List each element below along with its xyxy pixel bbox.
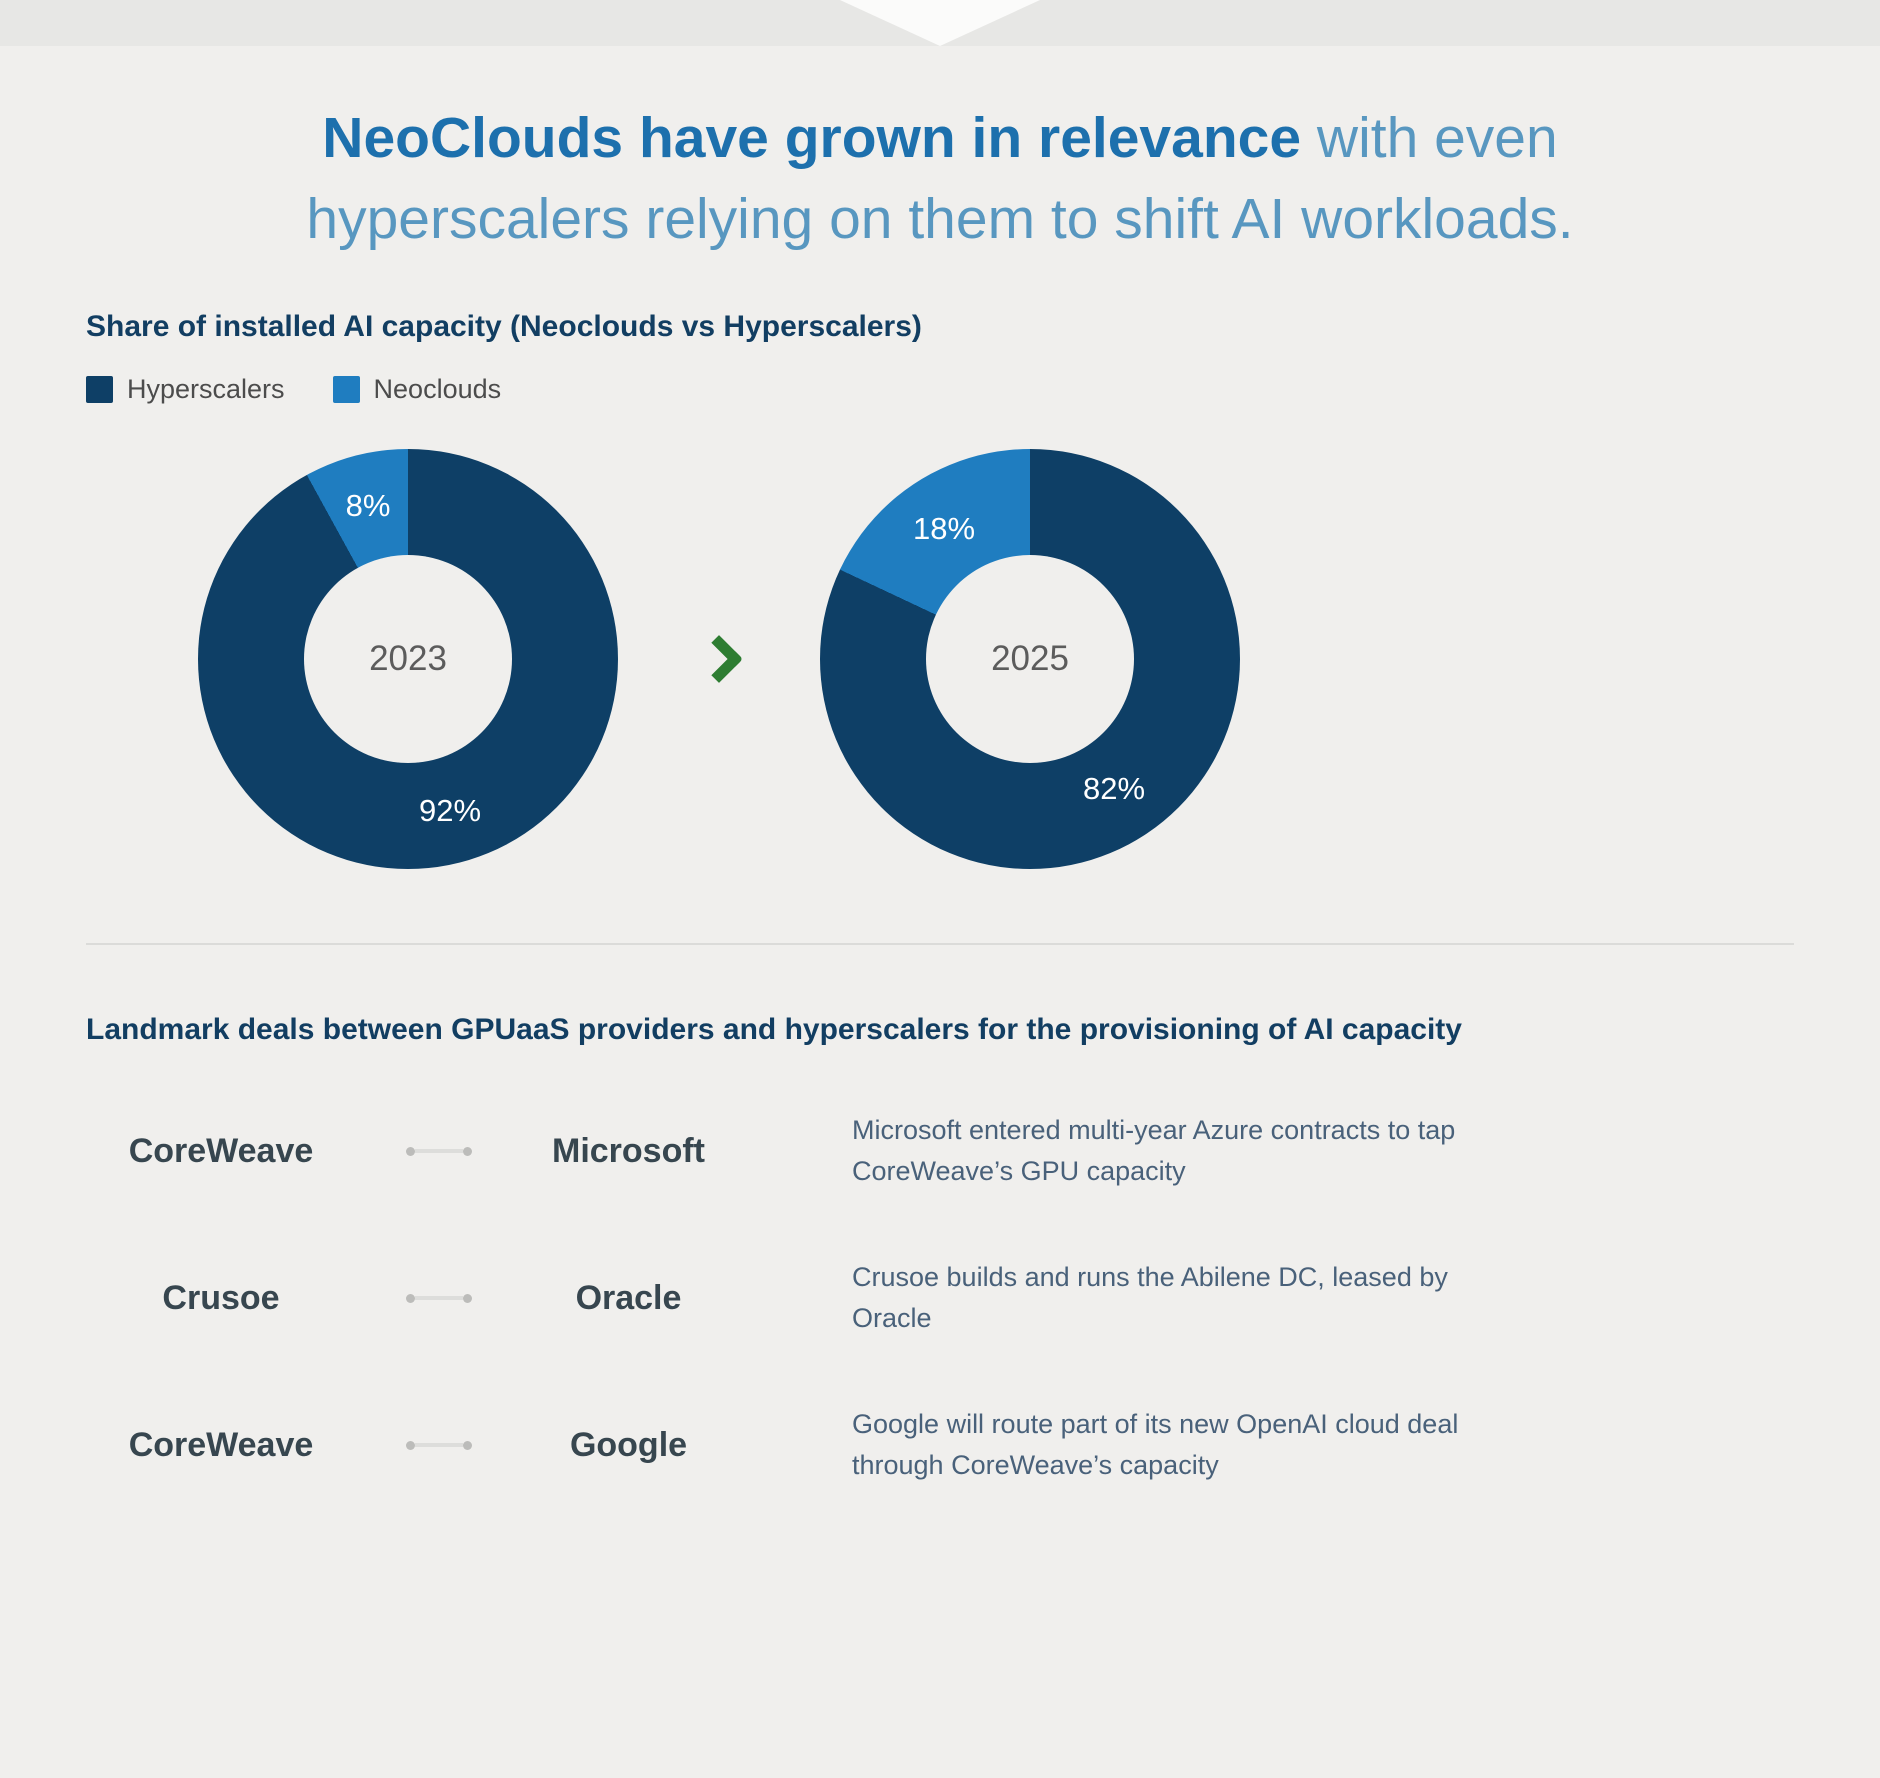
segment-label-hyperscalers-2025: 82% [1082,770,1146,806]
connector-dot-icon [405,1146,415,1156]
hyperscaler-name: Google [569,1425,688,1464]
top-notch-chevron [840,0,1040,46]
hyperscaler-name: Oracle [575,1278,682,1317]
provider-name: CoreWeave [128,1131,314,1170]
chevron-right-icon [694,634,744,683]
chart-section-heading: Share of installed AI capacity (Neocloud… [86,309,922,343]
donut-charts-row: 8% 92% 2023 18% 82% 2025 [86,448,1794,869]
main-content: Share of installed AI capacity (Neocloud… [0,310,1880,1498]
connector-dot-icon [462,1440,472,1450]
deal-connector [356,1146,521,1156]
deal-row-coreweave-google: CoreWeave Google Google will route part … [86,1393,1794,1498]
page-title-emphasis: NeoClouds have grown in relevance [322,106,1302,170]
deals-list: CoreWeave Microsoft Microsoft entered mu… [86,1099,1794,1498]
connector-line [414,1149,463,1154]
donut-hole-2023: 2023 [304,554,512,763]
connector-line [414,1296,463,1301]
legend-item-neoclouds: Neoclouds [332,373,502,405]
legend-swatch-neoclouds [332,375,360,403]
connector-dot-icon [462,1293,472,1303]
deal-description: Microsoft entered multi-year Azure contr… [852,1114,1456,1187]
deal-description: Google will route part of its new OpenAI… [852,1408,1459,1481]
hyperscaler-name: Microsoft [552,1131,705,1170]
donut-center-year-2023: 2023 [369,638,447,678]
connector-dot-icon [462,1146,472,1156]
segment-label-neoclouds-2025: 18% [912,510,976,546]
segment-label-neoclouds-2023: 8% [345,487,391,523]
provider-name: CoreWeave [128,1425,314,1464]
connector-line [414,1443,463,1448]
connector-dot-icon [405,1293,415,1303]
donut-chart-2023: 8% 92% 2023 [198,448,618,869]
page-title-rest: with even hyperscalers relying on them t… [306,106,1574,251]
donut-hole-2025: 2025 [926,554,1134,763]
page-title: NeoClouds have grown in relevance with e… [160,98,1720,260]
legend-label-hyperscalers: Hyperscalers [127,373,285,404]
chart-legend: Hyperscalers Neoclouds [86,374,1794,405]
deal-row-coreweave-microsoft: CoreWeave Microsoft Microsoft entered mu… [86,1099,1794,1204]
section-divider [86,942,1794,945]
deal-row-crusoe-oracle: Crusoe Oracle Crusoe builds and runs the… [86,1246,1794,1351]
deals-section-heading: Landmark deals between GPUaaS providers … [86,1012,1462,1046]
connector-dot-icon [405,1440,415,1450]
legend-swatch-hyperscalers [86,375,113,403]
deal-description: Crusoe builds and runs the Abilene DC, l… [852,1261,1448,1334]
deal-connector [356,1440,521,1450]
segment-label-hyperscalers-2023: 92% [418,792,482,828]
provider-name: Crusoe [162,1278,280,1317]
legend-label-neoclouds: Neoclouds [373,373,502,404]
legend-item-hyperscalers: Hyperscalers [86,374,285,405]
donut-center-year-2025: 2025 [991,638,1069,678]
donut-chart-2025: 18% 82% 2025 [820,448,1240,869]
top-decorative-band [0,0,1880,46]
deal-connector [356,1293,521,1303]
